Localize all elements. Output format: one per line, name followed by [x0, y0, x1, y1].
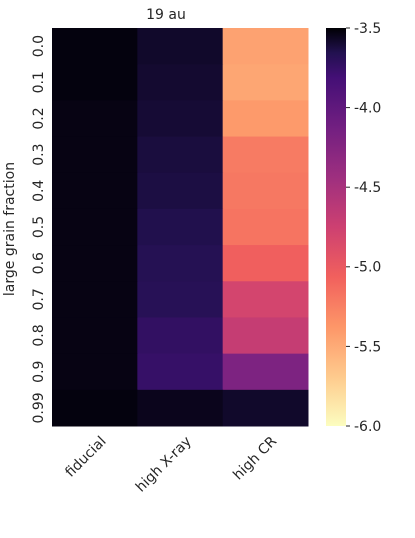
- colorbar-tick-label: -5.0: [354, 260, 381, 276]
- y-tick-label: 0.3: [31, 143, 47, 165]
- x-tick-label: high X-ray: [133, 434, 195, 496]
- y-tick-label: 0.7: [31, 288, 47, 310]
- heatmap-cell: [222, 136, 309, 174]
- heatmap-cell: [52, 245, 138, 282]
- heatmap-cell: [222, 100, 309, 138]
- heatmap-cell: [137, 389, 224, 427]
- heatmap-cell: [137, 100, 224, 138]
- colorbar-ticks: -3.5 -4.0 -4.5 -5.0 -5.5 -6.0: [346, 21, 381, 435]
- colorbar-tick-label: -5.5: [354, 339, 381, 355]
- y-tick-label: 0.8: [31, 324, 47, 346]
- y-axis-label: large grain fraction: [2, 162, 18, 296]
- heatmap-cell: [137, 136, 224, 174]
- heatmap-cell: [137, 353, 224, 391]
- y-tick-label: 0.99: [31, 392, 47, 423]
- heatmap-cell: [222, 281, 309, 318]
- heatmap-cell: [52, 136, 138, 174]
- x-tick-label: high CR: [230, 433, 280, 483]
- heatmap-cell: [222, 317, 309, 355]
- colorbar-tick-label: -3.5: [354, 21, 381, 37]
- y-tick-labels: 0.0 0.1 0.2 0.3 0.4 0.5 0.6 0.7 0.8 0.9 0.99: [31, 35, 47, 424]
- y-tick-label: 0.6: [31, 252, 47, 274]
- heatmap-cell: [222, 208, 309, 246]
- heatmap-cell: [52, 281, 138, 318]
- heatmap-cell: [222, 353, 309, 391]
- heatmap-cell: [52, 389, 138, 427]
- heatmap-cell: [52, 28, 138, 65]
- heatmap-cell: [137, 28, 224, 65]
- x-tick-label: fiducial: [62, 434, 109, 481]
- colorbar-tick-label: -4.5: [354, 180, 381, 196]
- y-tick-label: 0.4: [31, 180, 47, 202]
- heatmap-cell: [222, 64, 309, 101]
- colorbar: [326, 28, 346, 426]
- heatmap-cell: [137, 317, 224, 355]
- heatmap-cell: [137, 281, 224, 318]
- heatmap-cell: [222, 28, 309, 65]
- heatmap-cell: [137, 208, 224, 246]
- heatmap-cell: [137, 245, 224, 282]
- colorbar-tick-label: -4.0: [354, 101, 381, 117]
- chart-title: 19 au: [146, 7, 186, 23]
- y-tick-label: 0.2: [31, 107, 47, 129]
- heatmap-cell: [52, 353, 138, 391]
- y-tick-label: 0.5: [31, 216, 47, 238]
- y-tick-label: 0.1: [31, 71, 47, 93]
- heatmap-cell: [52, 64, 138, 101]
- colorbar-tick-label: -6.0: [354, 419, 381, 435]
- heatmap-cell: [52, 208, 138, 246]
- heatmap-cell: [222, 389, 309, 427]
- x-tick-labels: fiducial high X-ray high CR: [62, 433, 280, 495]
- heatmap-cell: [52, 172, 138, 210]
- heatmap-cell: [137, 172, 224, 210]
- heatmap-cell: [222, 245, 309, 282]
- heatmap-cell: [222, 172, 309, 210]
- heatmap-cells: [52, 28, 309, 427]
- heatmap-cell: [52, 100, 138, 138]
- heatmap-cell: [137, 64, 224, 101]
- y-tick-label: 0.0: [31, 35, 47, 57]
- heatmap-cell: [52, 317, 138, 355]
- y-tick-label: 0.9: [31, 361, 47, 383]
